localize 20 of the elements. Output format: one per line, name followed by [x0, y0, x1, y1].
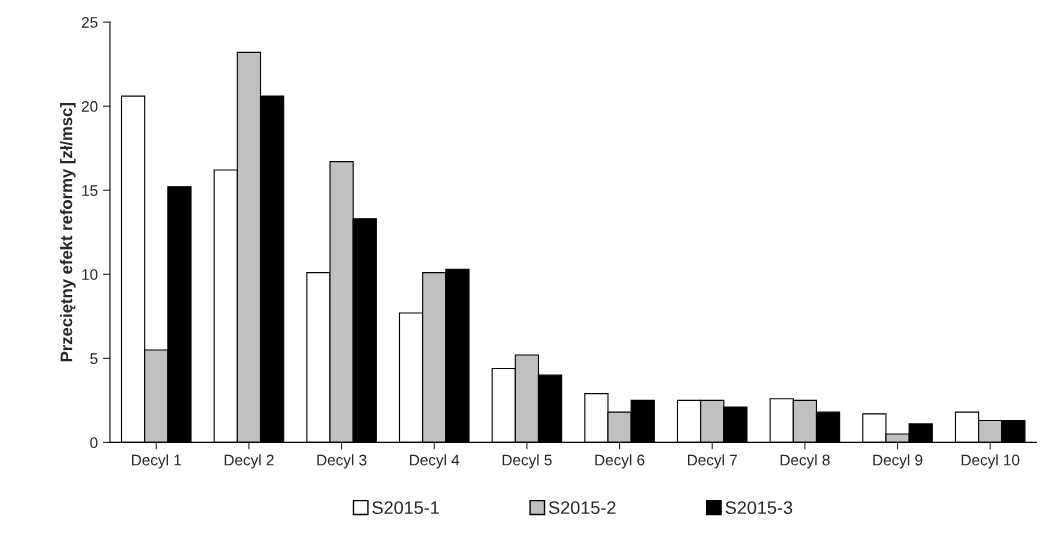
x-tick-label: Decyl 7	[688, 454, 737, 469]
x-tick-label: Decyl 4	[410, 454, 460, 469]
x-tick-label: Decyl 8	[780, 454, 830, 469]
y-tick-label: 10	[82, 269, 98, 280]
legend-label: S2015-1	[372, 501, 439, 515]
y-tick-label: 0	[90, 437, 98, 449]
x-tick-label: Decyl 3	[317, 454, 367, 469]
x-tick-label: Decyl 6	[595, 454, 645, 469]
y-tick-label: 15	[82, 185, 98, 196]
y-tick-label: 5	[90, 353, 98, 365]
x-tick-label: Decyl 10	[961, 454, 1020, 469]
y-axis-title: Przeciętny efekt reformy [zł/msc]	[60, 103, 76, 362]
legend-label: S2015-3	[725, 501, 793, 515]
x-tick-label: Decyl 1	[132, 454, 181, 469]
y-tick-label: 25	[81, 16, 98, 28]
legend-label: S2015-2	[548, 501, 616, 515]
x-tick-label: Decyl 2	[224, 454, 274, 469]
x-tick-label: Decyl 9	[873, 454, 923, 469]
x-tick-label: Decyl 5	[502, 454, 552, 469]
y-tick-label: 20	[81, 101, 98, 112]
